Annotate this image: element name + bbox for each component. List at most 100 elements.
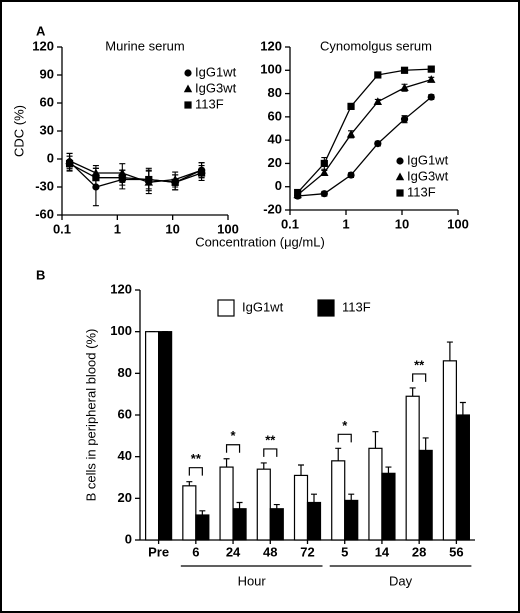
data-point <box>400 66 409 74</box>
y-tick-label: 0 <box>125 531 132 546</box>
data-point <box>320 168 329 177</box>
bar <box>306 501 322 541</box>
data-point <box>92 174 100 182</box>
x-tick-label: 72 <box>300 544 314 559</box>
x-tick-label: 0.1 <box>281 216 299 231</box>
legend-marker <box>184 101 192 109</box>
bar <box>269 508 284 541</box>
data-point <box>400 115 409 123</box>
error-bar <box>273 503 280 509</box>
data-point <box>374 140 382 148</box>
error-bar <box>298 464 304 476</box>
data-point <box>118 174 126 182</box>
bar <box>331 460 346 541</box>
y-tick-label: 60 <box>118 406 132 421</box>
error-bar <box>223 458 230 468</box>
legend-marker <box>396 189 404 197</box>
bar <box>455 414 470 541</box>
significance-bracket <box>263 448 278 457</box>
bar <box>158 331 173 541</box>
x-tick-label: 1 <box>114 221 121 236</box>
series-line <box>69 160 202 183</box>
x-tick-label: 10 <box>165 221 179 236</box>
y-tick-label: 40 <box>268 132 282 147</box>
significance-bracket <box>337 433 352 443</box>
bar <box>182 485 197 541</box>
x-tick-label: 5 <box>341 544 348 559</box>
bar <box>256 468 271 541</box>
y-tick-label: -20 <box>263 201 282 216</box>
x-tick-label: 56 <box>449 544 463 559</box>
error-bar <box>446 341 453 361</box>
y-tick-label: 100 <box>110 323 132 338</box>
data-point <box>320 159 328 168</box>
y-tick-label: 120 <box>32 38 54 53</box>
bar <box>145 331 160 541</box>
error-bar <box>311 493 317 503</box>
y-tick-label: 120 <box>110 281 132 296</box>
significance-bracket <box>412 373 427 382</box>
data-point <box>347 102 355 110</box>
error-bar <box>422 437 429 451</box>
y-tick-label: -30 <box>35 178 54 193</box>
bar <box>219 466 234 541</box>
x-tick-label: 24 <box>226 544 241 559</box>
y-tick-label: 60 <box>268 108 282 123</box>
x-axis-label: Concentration (μg/mL) <box>195 234 325 249</box>
error-bar <box>385 466 392 474</box>
legend-label: 113F <box>407 184 436 199</box>
chart-title: Murine serum <box>105 38 184 53</box>
legend-label: IgG1wt <box>195 64 237 79</box>
bar <box>232 508 247 541</box>
y-tick-label: 100 <box>260 62 282 77</box>
error-bar <box>372 431 379 449</box>
data-point <box>320 190 328 198</box>
bar <box>405 395 420 541</box>
legend-marker <box>396 157 404 165</box>
data-point <box>145 175 153 184</box>
x-tick-label: 10 <box>395 216 409 231</box>
bar <box>368 447 383 541</box>
bar <box>344 499 359 541</box>
y-tick-label: 0 <box>275 178 282 193</box>
bar <box>195 514 210 541</box>
data-point <box>171 178 179 186</box>
significance-label: ** <box>265 432 276 447</box>
x-tick-label: 100 <box>217 221 239 236</box>
y-tick-label: 80 <box>118 365 132 380</box>
x-tick-label: 6 <box>192 544 199 559</box>
legend-label: IgG1wt <box>407 152 449 167</box>
x-tick-label: 28 <box>412 544 426 559</box>
y-tick-label: 80 <box>268 85 282 100</box>
error-bar <box>409 387 416 397</box>
data-point <box>347 171 355 179</box>
x-tick-label: 48 <box>263 544 277 559</box>
legend-label: IgG3wt <box>195 80 237 95</box>
significance-label: * <box>231 428 237 443</box>
legend-swatch <box>317 299 335 317</box>
y-tick-label: 30 <box>40 122 54 137</box>
legend-label: IgG3wt <box>407 168 449 183</box>
series-line <box>69 163 202 183</box>
data-point <box>65 160 74 168</box>
error-bar <box>199 510 206 515</box>
x-tick-label: 1 <box>342 216 349 231</box>
data-point <box>197 169 206 177</box>
bar <box>381 472 396 541</box>
y-tick-label: 90 <box>40 66 54 81</box>
y-tick-label: 60 <box>40 94 54 109</box>
error-bar <box>260 462 267 470</box>
series-line <box>297 68 432 193</box>
error-bar <box>459 401 466 415</box>
data-point <box>294 188 302 197</box>
error-bar <box>348 493 355 501</box>
x-tick-label: 0.1 <box>53 221 71 236</box>
series-line <box>297 78 432 196</box>
series-line <box>297 96 432 197</box>
legend-swatch <box>217 299 235 317</box>
data-point <box>374 71 382 79</box>
data-point <box>373 97 383 106</box>
legend-marker <box>183 84 193 93</box>
y-tick-label: 120 <box>260 38 282 53</box>
